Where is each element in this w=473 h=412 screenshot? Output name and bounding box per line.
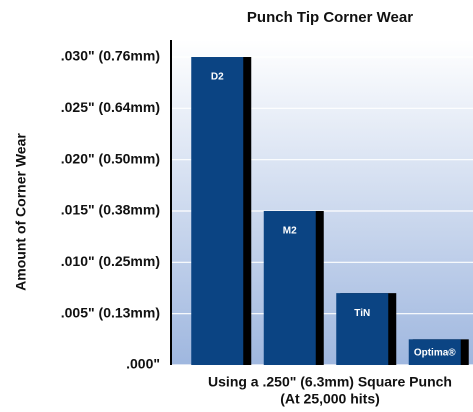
y-tick-label: .005" (0.13mm) (61, 304, 160, 320)
bar (408, 339, 461, 365)
x-axis-label: (At 25,000 hits) (280, 391, 380, 407)
y-tick-label: .015" (0.38mm) (61, 202, 160, 218)
y-tick-label: .030" (0.76mm) (61, 48, 160, 64)
x-axis-label: Using a .250" (6.3mm) Square Punch (208, 374, 452, 390)
bar-label: TiN (354, 308, 370, 319)
bar (336, 293, 389, 365)
bar-label: D2 (211, 72, 224, 83)
bar-label: M2 (283, 226, 297, 237)
y-axis-label: Amount of Corner Wear (13, 133, 29, 291)
y-tick-label: .025" (0.64mm) (61, 99, 160, 115)
y-tick-label: .000" (126, 356, 160, 372)
chart-title: Punch Tip Corner Wear (247, 9, 413, 26)
bar-label: Optima® (414, 348, 456, 359)
bar (263, 211, 316, 365)
y-tick-label: .010" (0.25mm) (61, 253, 160, 269)
bar (191, 57, 244, 365)
y-tick-label: .020" (0.50mm) (61, 150, 160, 166)
